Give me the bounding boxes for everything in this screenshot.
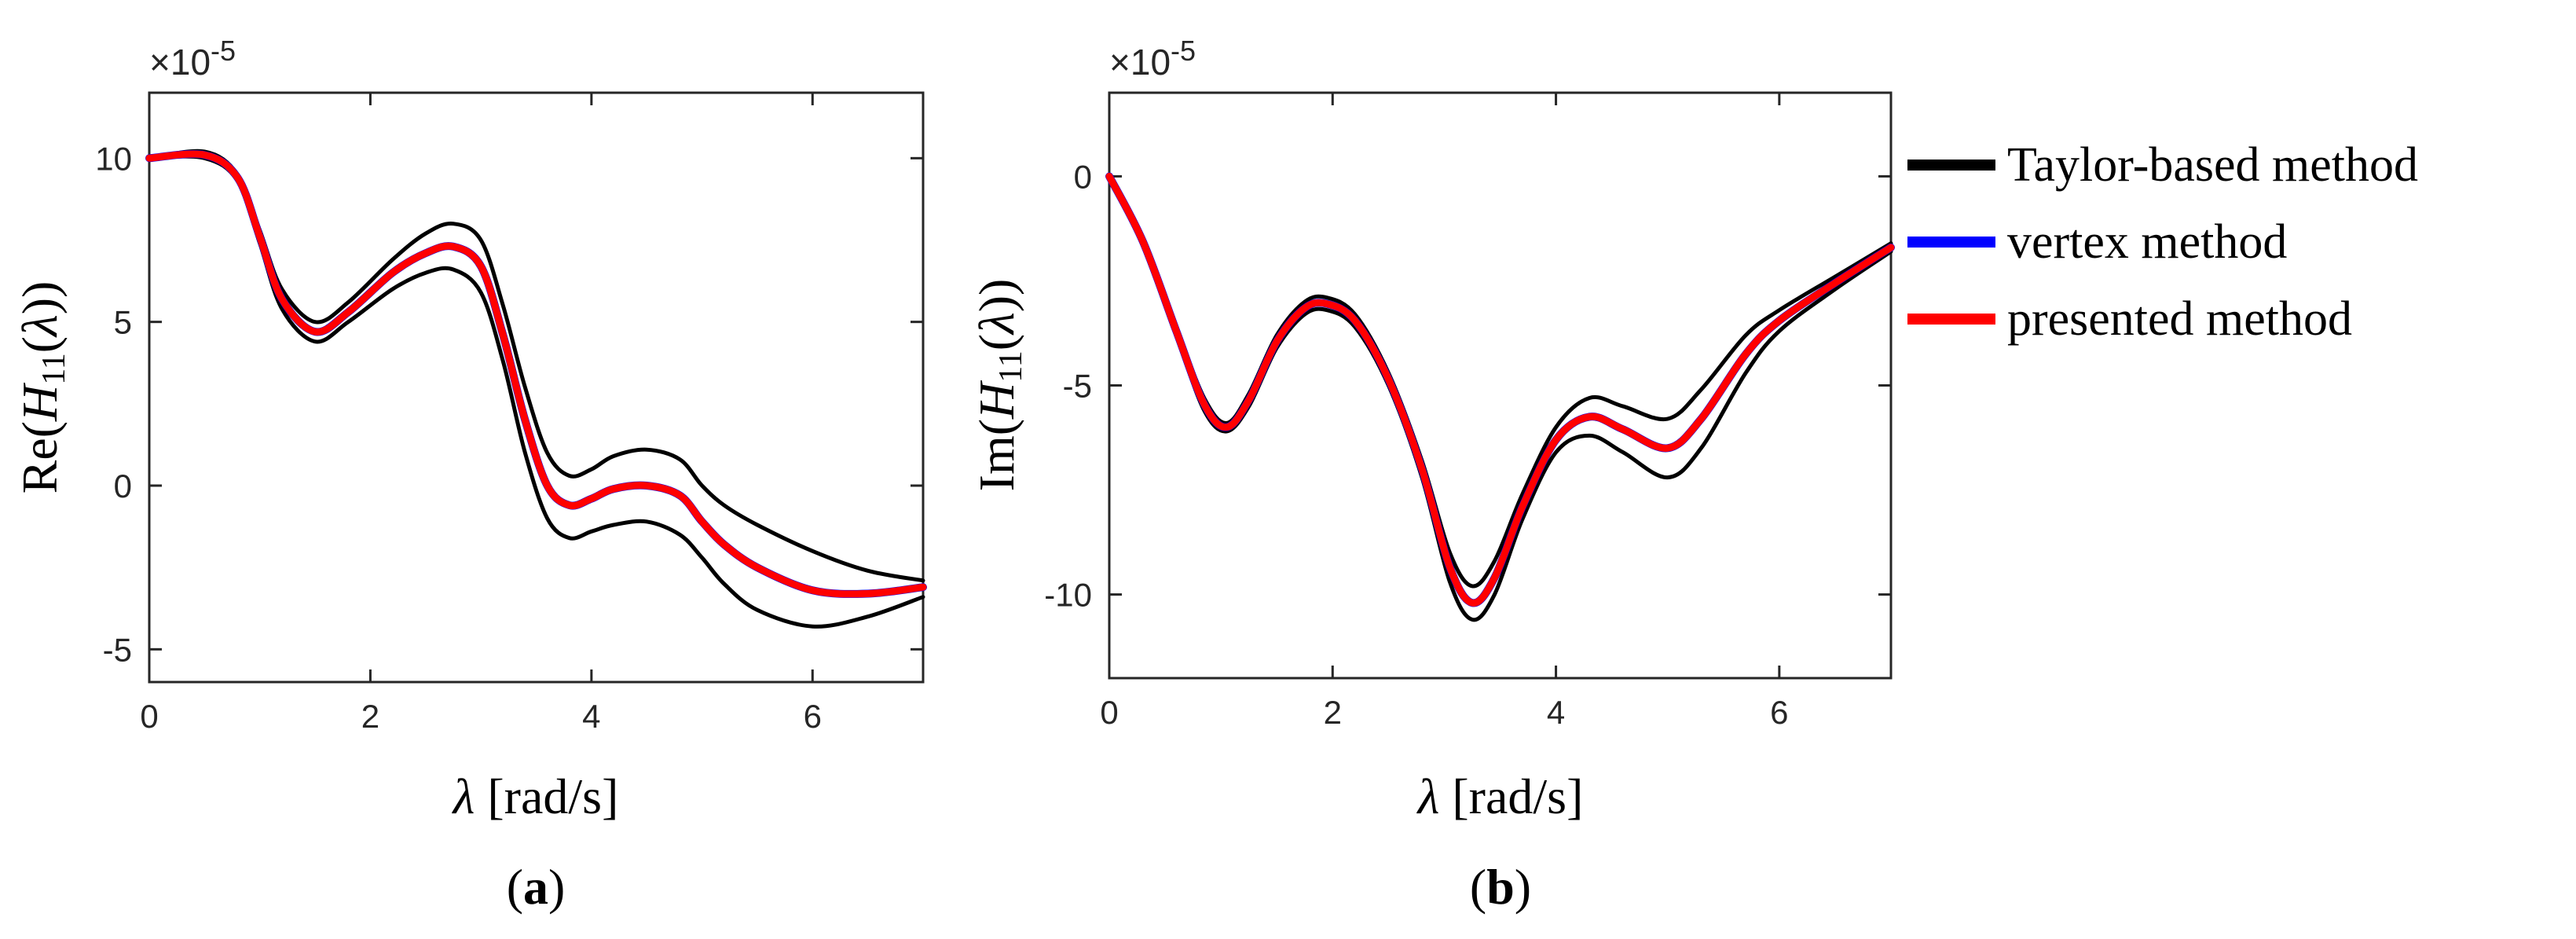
y-axis-label-a: Re(H11(λ)) — [12, 281, 72, 494]
series-line-taylor-based-method-lower — [1107, 174, 1893, 622]
x-tick-label: 2 — [361, 698, 379, 735]
y-tick-label: -10 — [1044, 577, 1092, 614]
multiplier-label-b: ×10-5 — [1109, 35, 1196, 83]
series-lines-b — [1105, 172, 1895, 622]
y-ticks-b: -10 -5 0 — [1044, 158, 1891, 614]
plot-frame-a — [148, 91, 925, 684]
series-line-presented-method — [145, 150, 927, 598]
series-line-taylor-based-method-upper — [147, 149, 925, 583]
x-tick-label: 6 — [1770, 694, 1788, 731]
panel-caption-a: (a) — [507, 859, 566, 915]
x-tick-label: 4 — [1547, 694, 1565, 731]
legend-label-taylor: Taylor-based method — [2007, 138, 2418, 192]
legend-label-presented: presented method — [2007, 292, 2352, 346]
y-tick-label: -5 — [1063, 368, 1092, 405]
panel-caption-b: (b) — [1470, 859, 1531, 915]
x-tick-label: 0 — [1100, 694, 1118, 731]
multiplier-base-a: ×10 — [149, 42, 211, 83]
multiplier-exp-b: -5 — [1171, 35, 1196, 67]
y-tick-label: -5 — [103, 631, 132, 668]
y-axis-label-b: Im(H11(λ)) — [969, 279, 1029, 492]
y-tick-label: 10 — [95, 140, 132, 177]
multiplier-label-a: ×10-5 — [149, 35, 236, 83]
legend-label-vertex: vertex method — [2007, 215, 2287, 269]
plot-frame-b — [1108, 91, 1893, 680]
x-ticks-a: 0 2 4 6 — [140, 93, 822, 735]
x-axis-label-b: λ [rad/s] — [1416, 768, 1584, 824]
x-ticks-b: 0 2 4 6 — [1100, 93, 1789, 731]
x-axis-label-a: λ [rad/s] — [452, 768, 619, 824]
x-tick-label: 6 — [804, 698, 822, 735]
x-tick-label: 4 — [582, 698, 600, 735]
y-tick-label: 0 — [114, 468, 132, 504]
x-tick-label: 2 — [1324, 694, 1342, 731]
y-tick-label: 5 — [114, 304, 132, 341]
legend: Taylor-based method vertex method presen… — [1907, 138, 2418, 346]
series-line-presented-method — [1105, 172, 1895, 607]
series-lines-a — [145, 149, 927, 629]
multiplier-exp-a: -5 — [211, 35, 236, 67]
series-line-taylor-based-method-lower — [147, 154, 925, 629]
x-tick-label: 0 — [140, 698, 158, 735]
multiplier-base-b: ×10 — [1109, 42, 1171, 83]
y-tick-label: 0 — [1074, 158, 1092, 195]
